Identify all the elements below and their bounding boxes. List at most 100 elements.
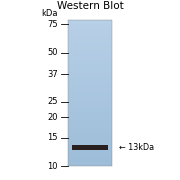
Bar: [68, 147, 112, 148]
Bar: [68, 55, 112, 56]
Bar: [68, 105, 112, 106]
Bar: [68, 148, 112, 150]
Bar: [68, 80, 112, 81]
Bar: [68, 71, 112, 72]
Bar: [68, 36, 112, 37]
Bar: [68, 21, 112, 23]
Bar: [68, 89, 112, 90]
Bar: [68, 78, 112, 80]
Bar: [68, 64, 112, 65]
Bar: [68, 96, 112, 97]
Bar: [68, 69, 112, 71]
Bar: [68, 134, 112, 135]
Bar: [68, 24, 112, 26]
Bar: [68, 46, 112, 48]
Bar: [68, 112, 112, 113]
Bar: [68, 91, 112, 93]
Bar: [68, 75, 112, 77]
Bar: [68, 37, 112, 39]
Bar: [68, 87, 112, 89]
Bar: [68, 141, 112, 143]
Bar: [68, 74, 112, 75]
Bar: [68, 72, 112, 74]
Bar: [68, 84, 112, 86]
Bar: [68, 103, 112, 105]
Bar: [68, 39, 112, 40]
Bar: [68, 45, 112, 46]
Bar: [68, 33, 112, 34]
Bar: [68, 51, 112, 52]
Bar: [68, 138, 112, 140]
Bar: [68, 150, 112, 151]
Bar: [68, 53, 112, 55]
Bar: [68, 86, 112, 87]
Text: 20: 20: [47, 113, 58, 122]
Bar: [68, 154, 112, 156]
Bar: [68, 143, 112, 144]
Bar: [68, 157, 112, 159]
Bar: [68, 27, 112, 29]
Bar: [68, 144, 112, 146]
Bar: [68, 52, 112, 53]
Text: 15: 15: [47, 133, 58, 142]
Bar: [68, 146, 112, 147]
Bar: [68, 49, 112, 51]
Bar: [68, 40, 112, 42]
Bar: [68, 140, 112, 141]
Bar: [68, 48, 112, 49]
Bar: [68, 65, 112, 67]
Bar: [68, 119, 112, 121]
Bar: [68, 127, 112, 128]
Bar: [68, 135, 112, 137]
Bar: [68, 56, 112, 58]
Bar: [68, 29, 112, 30]
Bar: [68, 20, 112, 21]
Bar: [68, 122, 112, 124]
Bar: [68, 111, 112, 112]
Text: 75: 75: [47, 20, 58, 29]
Bar: [68, 106, 112, 108]
Bar: [68, 163, 112, 165]
Bar: [68, 102, 112, 103]
Text: 50: 50: [47, 48, 58, 57]
Bar: [68, 156, 112, 157]
Bar: [68, 160, 112, 162]
Bar: [68, 115, 112, 116]
Bar: [68, 124, 112, 125]
Bar: [68, 83, 112, 84]
Bar: [68, 67, 112, 68]
Bar: [68, 118, 112, 119]
Bar: [68, 61, 112, 62]
Bar: [68, 125, 112, 127]
Text: 25: 25: [47, 97, 58, 106]
Bar: [68, 59, 112, 61]
Text: 37: 37: [47, 69, 58, 78]
Bar: [68, 97, 112, 99]
Bar: [68, 34, 112, 36]
Bar: [68, 109, 112, 111]
Bar: [68, 30, 112, 32]
Text: 10: 10: [47, 162, 58, 171]
Bar: [68, 121, 112, 122]
Bar: [68, 100, 112, 102]
Bar: [68, 58, 112, 59]
Bar: [68, 94, 112, 96]
Bar: [68, 68, 112, 69]
Text: ← 13kDa: ← 13kDa: [119, 143, 154, 152]
Bar: [68, 99, 112, 100]
Bar: [68, 128, 112, 129]
Bar: [68, 153, 112, 154]
Bar: [68, 23, 112, 24]
Bar: [68, 137, 112, 138]
Bar: [68, 93, 112, 94]
Bar: [68, 42, 112, 43]
Bar: [68, 31, 112, 33]
Bar: [68, 116, 112, 118]
Bar: [68, 108, 112, 109]
Bar: [68, 62, 112, 64]
Bar: [68, 77, 112, 78]
Bar: [68, 113, 112, 115]
Bar: [68, 43, 112, 45]
Bar: [68, 151, 112, 153]
Bar: [68, 20, 112, 166]
